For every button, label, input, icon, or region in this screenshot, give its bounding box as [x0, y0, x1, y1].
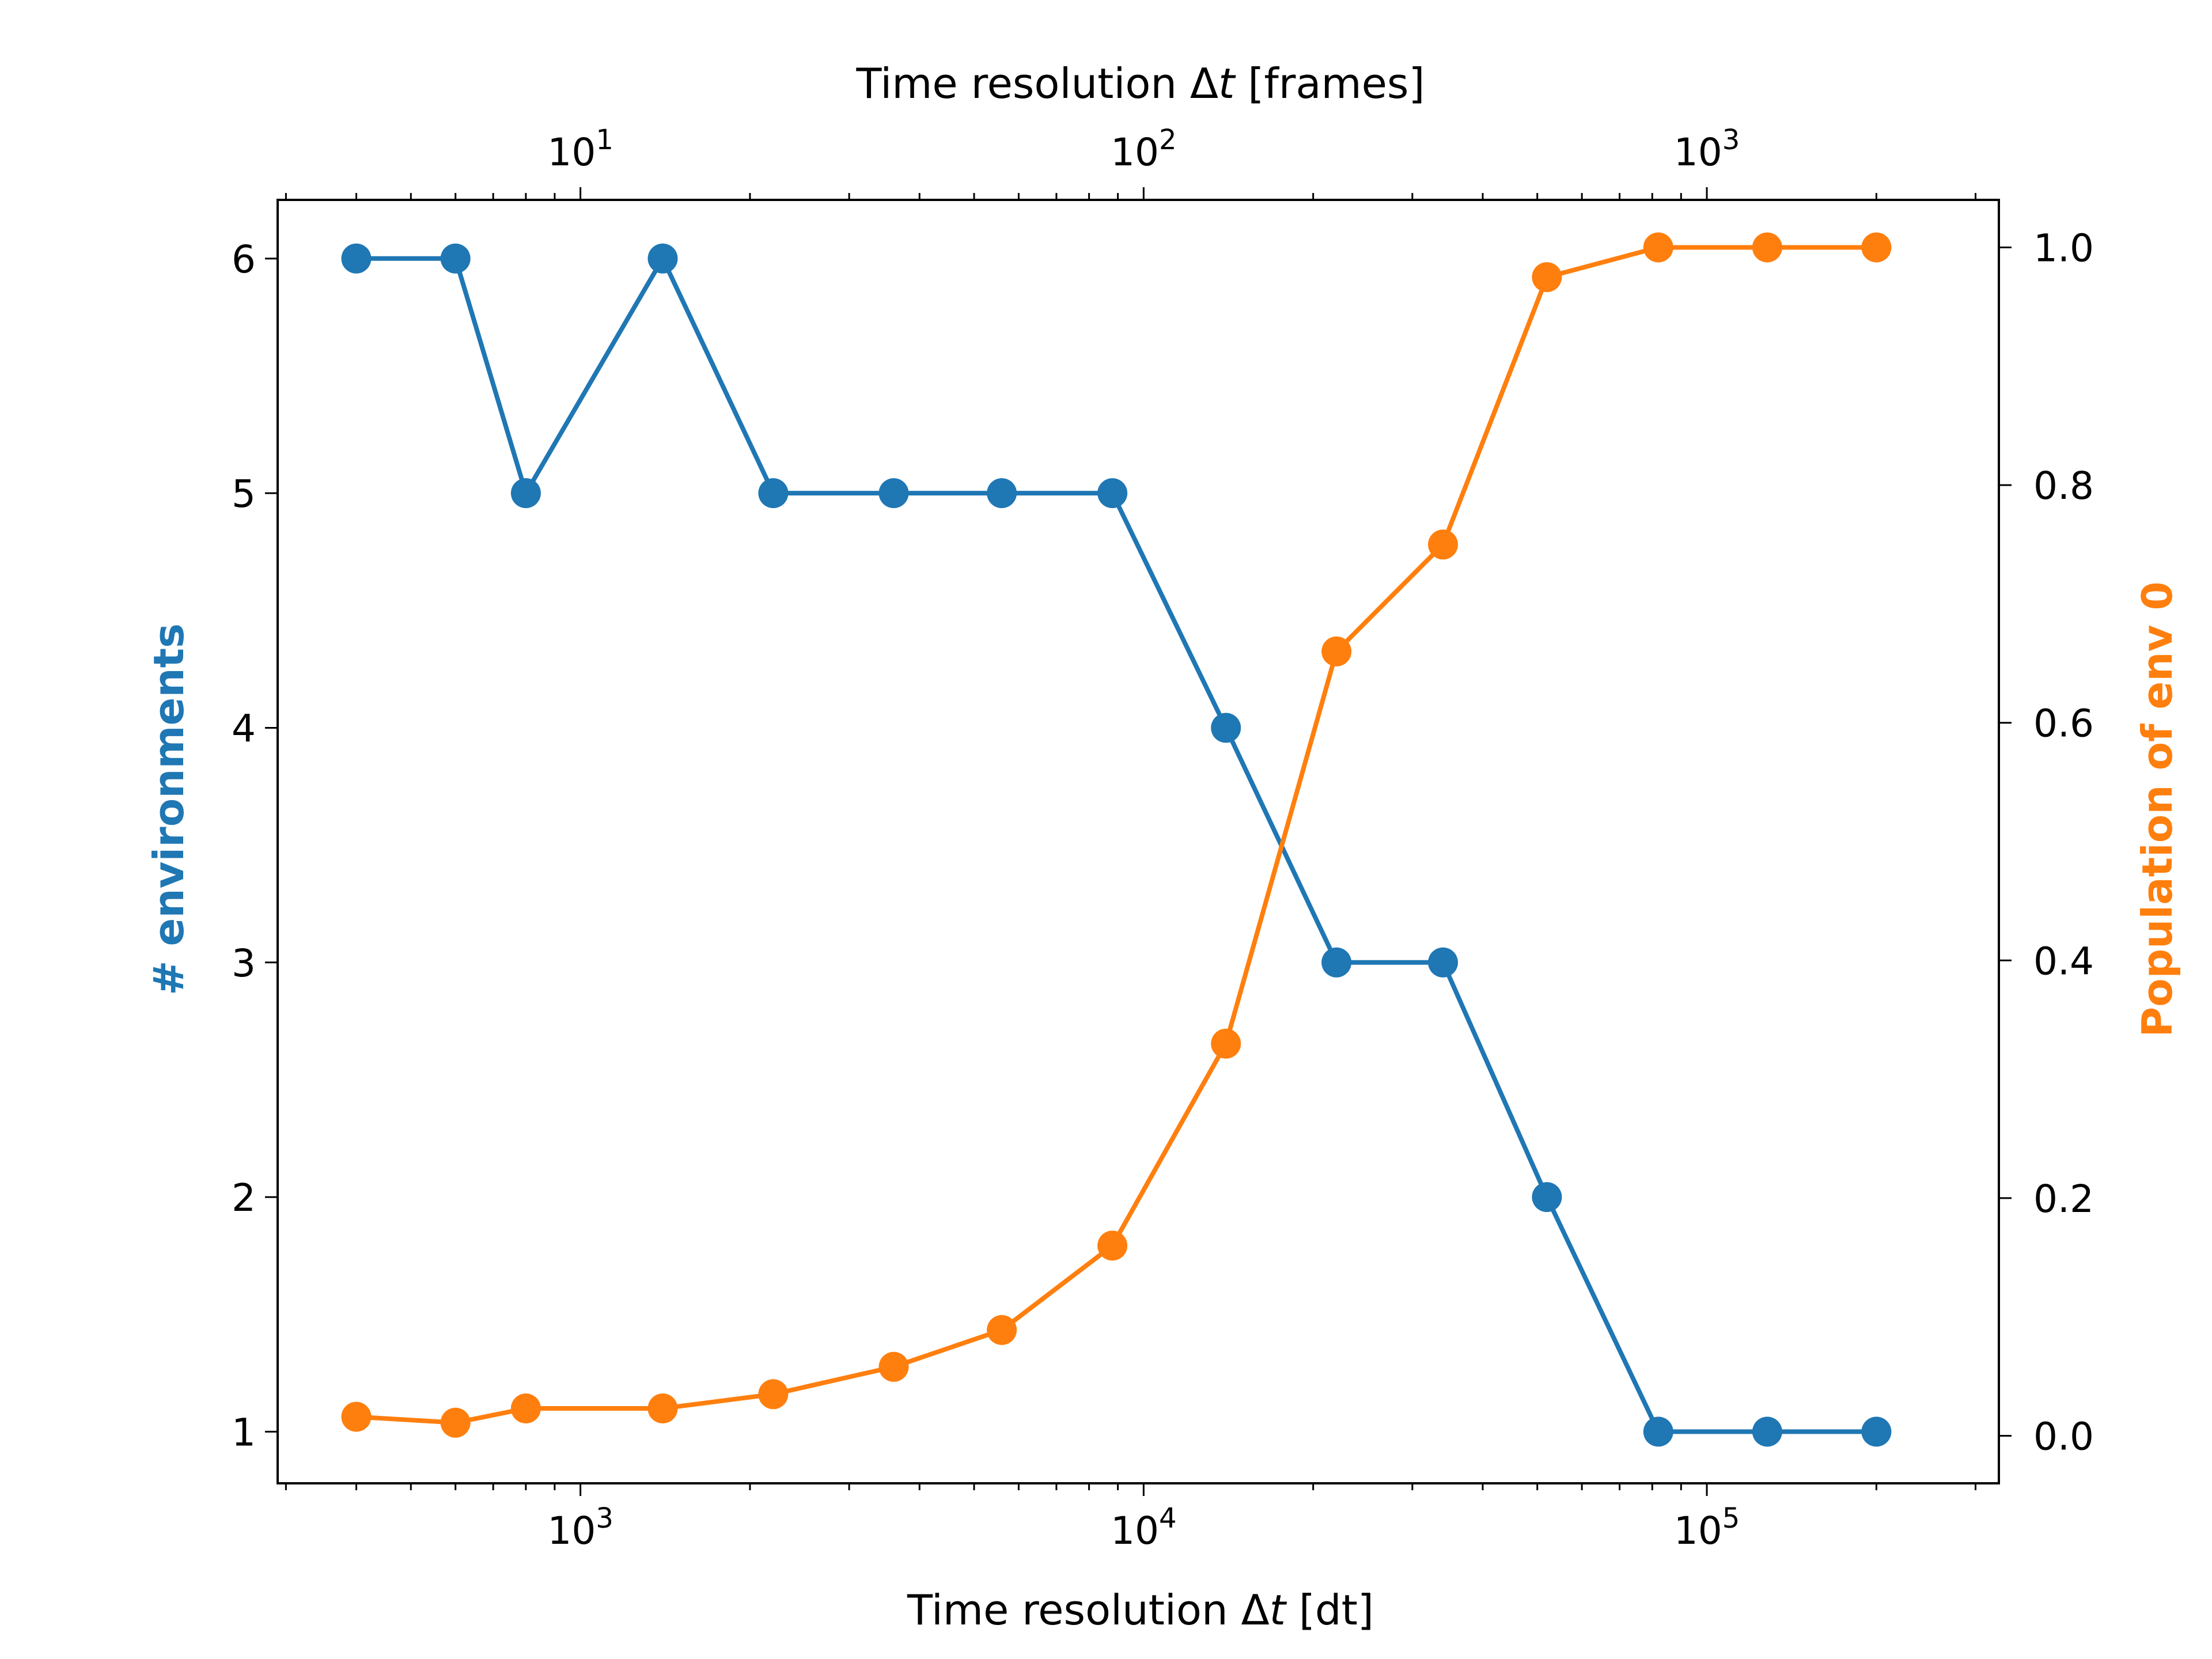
series-1-point-4: [758, 1379, 789, 1410]
series-0-point-12: [1643, 1416, 1673, 1447]
series-0-point-1: [440, 243, 471, 274]
right-y-tick-label-1: 0.2: [2033, 1177, 2094, 1221]
left-y-tick-label-0: 1: [232, 1410, 256, 1455]
series-1-point-7: [1097, 1230, 1128, 1261]
series-0-point-2: [510, 478, 541, 509]
series-0-point-3: [647, 243, 678, 274]
series-0-point-6: [987, 478, 1017, 509]
series-1-point-3: [647, 1393, 678, 1423]
left-y-axis-label: # environments: [145, 623, 193, 995]
x-axis-label: Time resolution Δt [dt]: [907, 1586, 1374, 1634]
right-y-tick-label-2: 0.4: [2033, 939, 2094, 983]
series-1-point-9: [1321, 636, 1352, 666]
top-tick-label-2: 103: [1674, 124, 1740, 175]
x-tick-label-1: 104: [1111, 1502, 1177, 1553]
series-1-point-13: [1752, 232, 1782, 263]
x-tick-label-0: 103: [547, 1502, 613, 1553]
left-y-tick-label-1: 2: [232, 1176, 256, 1220]
top-axis-label: Time resolution Δt [frames]: [856, 59, 1425, 108]
series-1-point-8: [1211, 1028, 1241, 1059]
series-1-point-5: [878, 1351, 909, 1382]
series-0-point-11: [1532, 1182, 1562, 1213]
series-0-point-14: [1861, 1416, 1892, 1447]
series-1-point-14: [1861, 232, 1892, 263]
series-0-point-10: [1428, 947, 1458, 978]
right-y-tick-label-4: 0.8: [2033, 464, 2094, 508]
series-0-point-13: [1752, 1416, 1782, 1447]
plot-frame: [276, 199, 2000, 1484]
series-1-point-10: [1428, 529, 1458, 560]
top-tick-label-0: 101: [547, 124, 613, 175]
series-1-point-12: [1643, 232, 1673, 263]
series-0-point-0: [341, 243, 372, 274]
left-y-tick-label-4: 5: [232, 472, 256, 516]
series-1-point-11: [1532, 262, 1562, 293]
series-1-point-6: [987, 1315, 1017, 1345]
series-0-point-7: [1097, 478, 1128, 509]
left-y-tick-label-5: 6: [232, 237, 256, 282]
top-tick-label-1: 102: [1111, 124, 1177, 175]
series-layer: [341, 232, 1892, 1447]
right-y-tick-label-5: 1.0: [2033, 226, 2094, 271]
right-y-tick-label-0: 0.0: [2033, 1414, 2094, 1459]
series-0-point-5: [878, 478, 909, 509]
x-tick-label-2: 105: [1674, 1502, 1740, 1553]
series-0-point-9: [1321, 947, 1352, 978]
series-0-point-8: [1211, 713, 1241, 743]
axes-layer: 103 104 105 101 102 103 1 2 3 4 5 6 0.0 0.2 0.4 0.6 0.8 1…: [232, 124, 2094, 1553]
series-1-point-1: [440, 1407, 471, 1438]
series-1-point-0: [341, 1402, 372, 1432]
left-y-tick-label-2: 3: [232, 941, 256, 986]
right-y-tick-label-3: 0.6: [2033, 702, 2094, 746]
right-y-axis-label: Population of env 0: [2133, 581, 2181, 1037]
series-1-point-2: [510, 1393, 541, 1423]
left-y-tick-label-3: 4: [232, 706, 256, 751]
series-0-point-4: [758, 478, 789, 509]
